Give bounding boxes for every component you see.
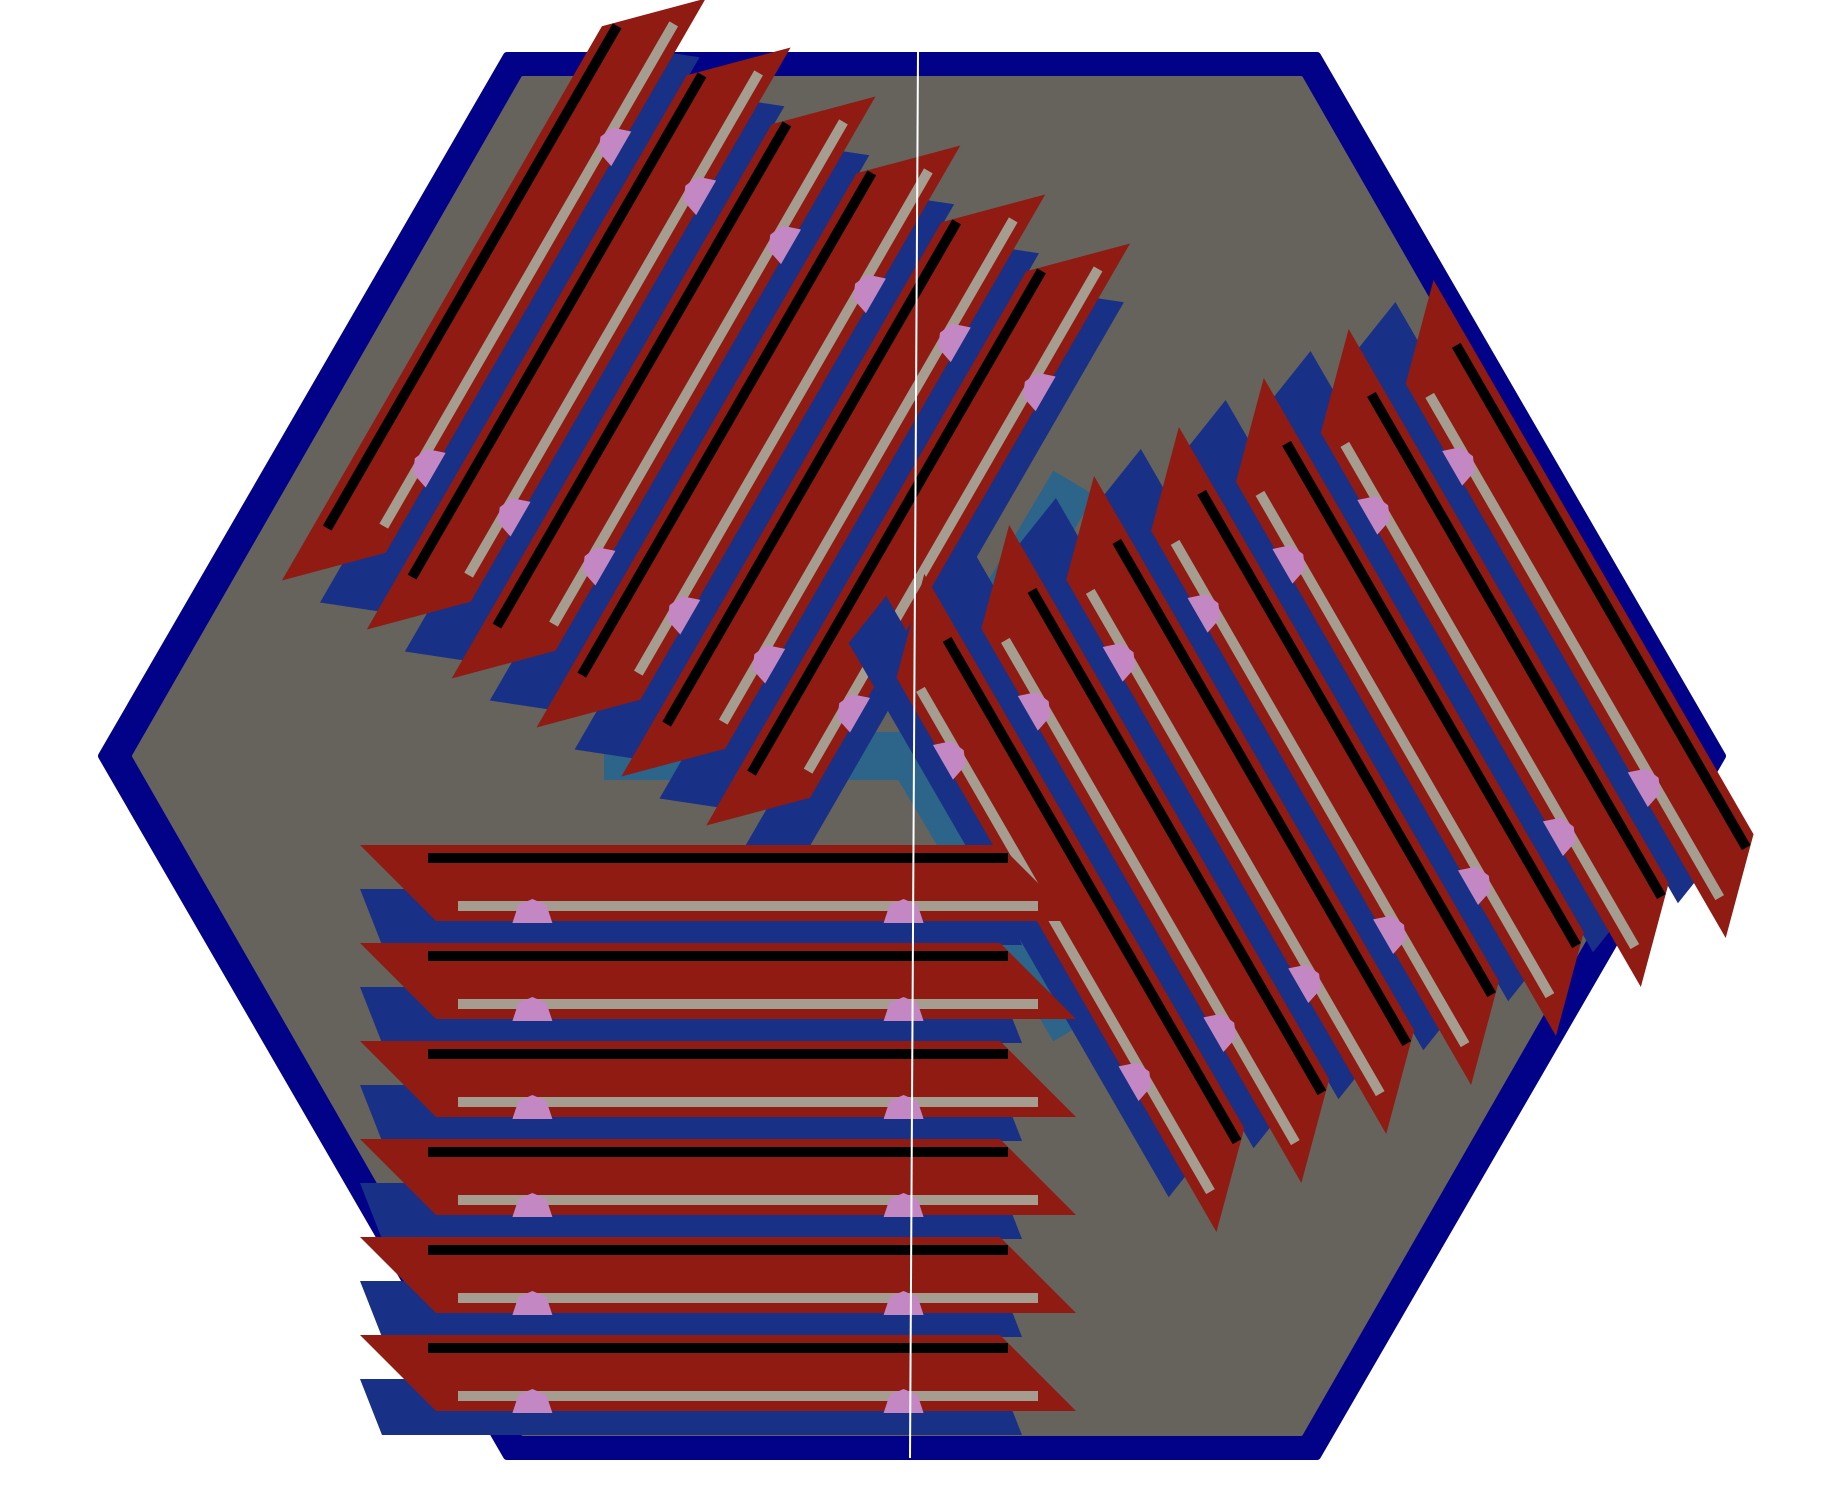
right-fin bbox=[981, 524, 1330, 1184]
lower-left-bump bbox=[512, 997, 553, 1021]
section-line bbox=[909, 51, 919, 1459]
lower-left-bar-dark bbox=[428, 1049, 1008, 1059]
lower-left-bar-light bbox=[458, 1097, 1038, 1107]
upper-left-bump bbox=[853, 274, 886, 314]
upper-left-bar-dark bbox=[322, 23, 622, 531]
upper-left-bump bbox=[667, 596, 701, 635]
right-bump bbox=[1357, 496, 1390, 535]
upper-left-bump bbox=[497, 498, 531, 537]
right-fin bbox=[1066, 475, 1415, 1135]
right-bump bbox=[1627, 768, 1661, 808]
sector-upper-left bbox=[281, 0, 1131, 857]
lower-left-bump bbox=[883, 1389, 924, 1413]
upper-left-bump bbox=[683, 176, 717, 216]
right-bump bbox=[1017, 692, 1051, 731]
upper-left-bump bbox=[752, 645, 786, 684]
upper-left-bar-dark bbox=[747, 268, 1046, 776]
right-bump bbox=[932, 741, 966, 780]
right-bump bbox=[1272, 545, 1306, 584]
right-bar-dark bbox=[942, 636, 1242, 1145]
upper-left-bump bbox=[582, 547, 616, 586]
right-fin bbox=[896, 573, 1245, 1233]
upper-left-bar-dark bbox=[662, 219, 961, 727]
right-bar-dark bbox=[1367, 391, 1666, 900]
right-bump bbox=[1203, 1013, 1237, 1053]
lower-left-bump bbox=[883, 1193, 924, 1217]
lower-left-bump bbox=[512, 1291, 553, 1315]
right-bar-dark bbox=[1027, 587, 1327, 1096]
lower-left-bump bbox=[883, 1291, 924, 1315]
lower-left-bump bbox=[512, 1389, 553, 1413]
right-bar-dark bbox=[1451, 342, 1751, 851]
upper-left-bar-dark bbox=[407, 72, 707, 580]
right-bump bbox=[1288, 964, 1321, 1004]
upper-left-bump bbox=[598, 127, 632, 167]
lower-left-bar-light bbox=[458, 901, 1038, 911]
lower-left-bar-dark bbox=[428, 1147, 1008, 1157]
right-fin bbox=[1151, 426, 1499, 1086]
lower-left-bump bbox=[883, 997, 924, 1021]
upper-left-bump bbox=[938, 323, 971, 363]
lower-left-bump bbox=[512, 1193, 553, 1217]
lower-left-bar-light bbox=[458, 1391, 1038, 1401]
upper-left-bar-dark bbox=[492, 121, 792, 629]
right-bar-dark bbox=[1197, 489, 1496, 998]
right-bump bbox=[1373, 915, 1406, 955]
upper-left-bump bbox=[837, 694, 871, 733]
lower-left-bump bbox=[883, 1095, 924, 1119]
right-bump bbox=[1102, 643, 1136, 682]
upper-left-bump bbox=[768, 225, 802, 265]
lower-left-bar-dark bbox=[428, 853, 1008, 863]
lower-left-bar-light bbox=[458, 1293, 1038, 1303]
right-bump bbox=[1118, 1062, 1152, 1102]
upper-left-bump bbox=[1023, 372, 1056, 412]
lower-left-bar-light bbox=[458, 999, 1038, 1009]
right-bar-dark bbox=[1282, 440, 1581, 949]
lower-left-bar-dark bbox=[428, 1343, 1008, 1353]
lower-left-bar-dark bbox=[428, 1245, 1008, 1255]
upper-left-bar-dark bbox=[577, 170, 877, 678]
right-fin bbox=[1320, 328, 1669, 988]
lower-left-bar-dark bbox=[428, 951, 1008, 961]
right-bump bbox=[1442, 447, 1475, 486]
lower-left-bump bbox=[512, 899, 553, 923]
right-fin bbox=[1235, 377, 1584, 1037]
right-bump bbox=[1458, 866, 1491, 906]
right-fin bbox=[1405, 279, 1754, 939]
lower-left-bump bbox=[512, 1095, 553, 1119]
lower-left-bar-light bbox=[458, 1195, 1038, 1205]
upper-left-bump bbox=[413, 449, 446, 488]
right-bump bbox=[1187, 594, 1221, 633]
sector-lower-left bbox=[360, 845, 1076, 1435]
right-bump bbox=[1542, 817, 1576, 857]
right-bar-dark bbox=[1112, 538, 1412, 1047]
